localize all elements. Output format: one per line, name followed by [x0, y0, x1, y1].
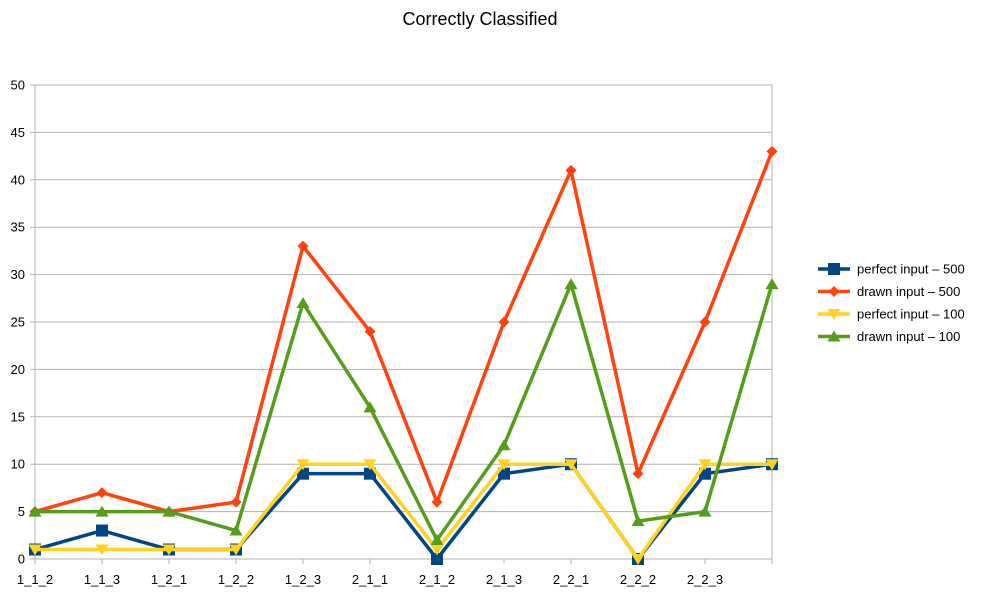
data-point [96, 524, 108, 537]
series-2 [29, 145, 778, 518]
data-point [497, 439, 511, 451]
data-point [28, 505, 42, 517]
legend-label: perfect input – 500 [857, 262, 965, 277]
data-point [765, 459, 779, 471]
data-point [297, 240, 309, 252]
data-point [631, 515, 645, 527]
data-point [296, 459, 310, 471]
y-tick-label: 40 [11, 172, 25, 187]
y-tick-label: 25 [11, 315, 25, 330]
data-point [363, 459, 377, 471]
x-tick-label: 2_1_1 [352, 572, 388, 587]
data-point [296, 297, 310, 309]
legend-item: drawn input – 100 [818, 329, 960, 344]
series-line [35, 282, 774, 542]
series-3 [28, 459, 779, 565]
data-point [431, 496, 443, 508]
data-point [230, 496, 242, 508]
legend-label: perfect input – 100 [857, 307, 965, 322]
data-point [698, 459, 712, 471]
data-point [564, 459, 578, 471]
data-point [96, 487, 108, 499]
axes: 0 5 10 15 20 25 30 35 40 45 50 1_1_2 1_1_3 1_2_1 1_2_2… [11, 78, 773, 587]
x-tick-label: 1_1_3 [84, 572, 120, 587]
legend-marker [827, 309, 841, 320]
y-tick-label: 5 [18, 504, 25, 519]
data-point [229, 524, 243, 536]
y-tick-label: 30 [11, 267, 25, 282]
data-point [430, 534, 444, 546]
data-point [766, 145, 778, 157]
legend-label: drawn input – 500 [857, 284, 960, 299]
legend-item: perfect input – 100 [818, 307, 965, 322]
y-tick-label: 10 [11, 457, 25, 472]
data-point [498, 316, 510, 328]
series-lines [28, 145, 779, 565]
y-tick-label: 45 [11, 125, 25, 140]
data-point [430, 544, 444, 556]
legend-marker [828, 286, 840, 297]
data-point [162, 544, 176, 556]
x-tick-label: 2_1_3 [486, 572, 522, 587]
data-point [363, 401, 377, 413]
data-point [631, 554, 645, 565]
x-tick-label: 2_1_2 [419, 572, 455, 587]
y-tick-label: 50 [11, 78, 25, 93]
y-tick-label: 15 [11, 409, 25, 424]
x-tick-label: 1_2_1 [151, 572, 187, 587]
data-point [431, 553, 443, 565]
y-tick-label: 35 [11, 220, 25, 235]
data-point [632, 468, 644, 480]
series-line [35, 462, 772, 561]
data-point [95, 505, 109, 517]
data-point [698, 505, 712, 517]
x-tick-label: 1_2_3 [285, 572, 321, 587]
x-tick-label: 2_2_3 [687, 572, 723, 587]
data-point [564, 278, 578, 290]
data-point [364, 325, 376, 337]
x-tick-label: 2_2_1 [553, 572, 589, 587]
legend-marker [827, 330, 841, 342]
data-point [162, 505, 176, 517]
legend-label: drawn input – 100 [857, 329, 960, 344]
grid-lines [34, 84, 773, 560]
data-point [497, 459, 511, 471]
series-4 [28, 278, 779, 546]
legend-item: drawn input – 500 [818, 284, 960, 299]
data-point [229, 544, 243, 556]
chart-title: Correctly Classified [402, 9, 558, 29]
x-tick-label: 1_1_2 [17, 572, 53, 587]
data-point [699, 316, 711, 328]
data-point [95, 544, 109, 556]
y-tick-label: 20 [11, 362, 25, 377]
legend-marker [828, 263, 840, 275]
x-tick-label: 1_2_2 [218, 572, 254, 587]
data-point [28, 544, 42, 556]
x-tick-label: 2_2_2 [620, 572, 656, 587]
series-line [34, 150, 774, 514]
legend: perfect input – 500 drawn input – 500 perf… [818, 262, 965, 344]
data-point [565, 164, 577, 176]
data-point [765, 278, 779, 290]
y-tick-label: 0 [18, 552, 25, 567]
legend-item: perfect input – 500 [818, 262, 965, 277]
